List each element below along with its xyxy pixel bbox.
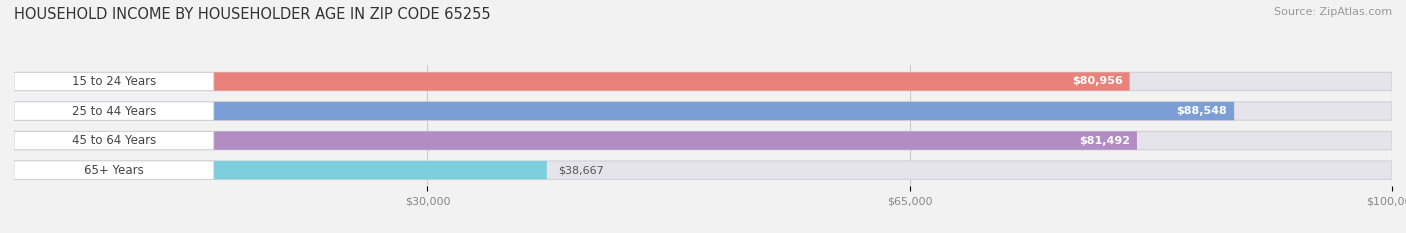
FancyBboxPatch shape xyxy=(14,161,1392,179)
Text: $88,548: $88,548 xyxy=(1177,106,1227,116)
FancyBboxPatch shape xyxy=(14,72,1392,91)
FancyBboxPatch shape xyxy=(14,72,1129,91)
Text: 25 to 44 Years: 25 to 44 Years xyxy=(72,105,156,117)
FancyBboxPatch shape xyxy=(14,72,214,91)
Text: $80,956: $80,956 xyxy=(1071,76,1122,86)
FancyBboxPatch shape xyxy=(14,131,214,150)
FancyBboxPatch shape xyxy=(14,161,547,179)
Text: $38,667: $38,667 xyxy=(558,165,603,175)
FancyBboxPatch shape xyxy=(14,102,1234,120)
Text: 15 to 24 Years: 15 to 24 Years xyxy=(72,75,156,88)
Text: $81,492: $81,492 xyxy=(1078,136,1130,146)
FancyBboxPatch shape xyxy=(14,102,214,120)
FancyBboxPatch shape xyxy=(14,131,1137,150)
Text: 45 to 64 Years: 45 to 64 Years xyxy=(72,134,156,147)
Text: HOUSEHOLD INCOME BY HOUSEHOLDER AGE IN ZIP CODE 65255: HOUSEHOLD INCOME BY HOUSEHOLDER AGE IN Z… xyxy=(14,7,491,22)
Text: Source: ZipAtlas.com: Source: ZipAtlas.com xyxy=(1274,7,1392,17)
FancyBboxPatch shape xyxy=(14,131,1392,150)
FancyBboxPatch shape xyxy=(14,102,1392,120)
FancyBboxPatch shape xyxy=(14,161,214,179)
Text: 65+ Years: 65+ Years xyxy=(84,164,143,177)
